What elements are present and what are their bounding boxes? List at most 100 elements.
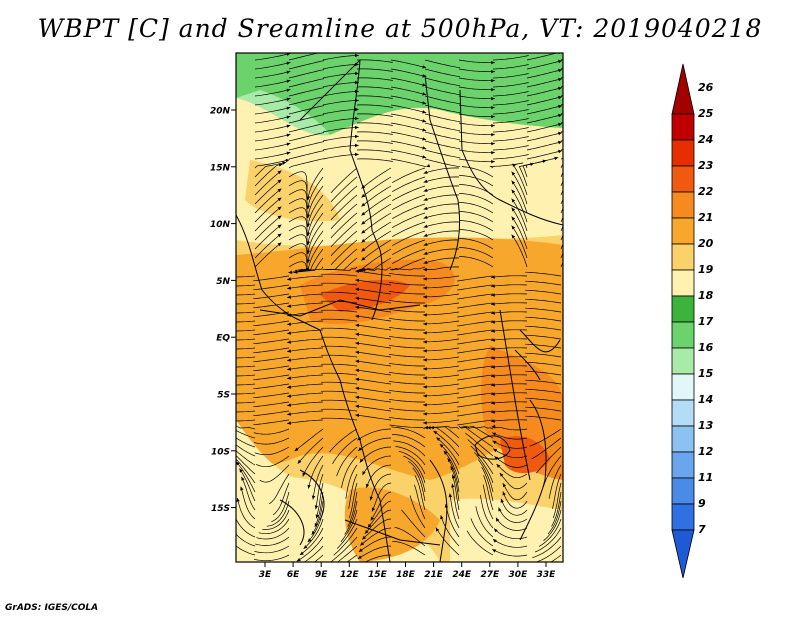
streamline: [423, 374, 460, 379]
streamline: [478, 459, 494, 493]
streamline: [457, 311, 494, 318]
streamline: [502, 483, 528, 501]
streamline: [423, 239, 460, 246]
streamline-arrow: [370, 516, 375, 521]
streamline: [463, 425, 494, 448]
streamline: [361, 248, 392, 270]
lon-tick-label: 27E: [480, 570, 500, 580]
streamline: [236, 545, 256, 556]
streamline: [337, 545, 358, 562]
streamline: [560, 113, 563, 115]
streamline-arrow: [436, 437, 441, 441]
streamline: [389, 424, 426, 430]
streamline: [355, 288, 392, 295]
streamline: [525, 334, 562, 340]
streamline-arrow: [423, 188, 428, 192]
streamline: [288, 60, 325, 70]
streamline-arrow: [355, 377, 360, 382]
streamline-arrow: [306, 214, 310, 219]
streamline: [366, 464, 392, 489]
streamline-arrow: [491, 275, 495, 279]
streamline: [511, 189, 528, 223]
streamline: [525, 352, 562, 358]
streamline: [390, 86, 427, 96]
streamline: [560, 86, 563, 88]
streamline: [491, 392, 528, 395]
streamline-arrow: [423, 197, 428, 201]
streamline-arrow: [355, 386, 360, 391]
streamline: [560, 140, 563, 142]
streamline: [466, 530, 494, 556]
streamline: [389, 345, 425, 349]
streamline: [288, 171, 308, 192]
streamline: [457, 356, 494, 363]
streamline: [269, 473, 290, 505]
streamline: [254, 71, 291, 79]
colorbar-segment: [671, 243, 695, 271]
streamline: [492, 548, 528, 557]
streamline-arrow: [227, 443, 231, 447]
streamline-arrow: [303, 545, 308, 549]
streamline: [288, 180, 308, 201]
streamline: [356, 68, 393, 72]
streamline: [392, 221, 426, 238]
lat-tick-label: 15S: [211, 504, 230, 514]
streamline: [458, 122, 495, 127]
streamline: [288, 266, 324, 274]
streamline: [364, 509, 392, 535]
streamline-arrow: [359, 268, 363, 272]
streamline-arrow: [511, 234, 516, 239]
streamline: [294, 428, 324, 452]
streamline: [525, 307, 562, 313]
streamline-arrow: [369, 496, 373, 501]
streamline-arrow: [355, 332, 360, 337]
streamline: [288, 105, 325, 115]
streamline-arrow: [232, 511, 235, 515]
streamline-arrow: [422, 92, 427, 96]
streamline-arrow: [423, 251, 428, 255]
streamline-arrow: [496, 464, 501, 468]
streamline-arrow: [355, 125, 359, 130]
streamline: [389, 336, 425, 340]
streamline-arrow: [306, 232, 310, 237]
colorbar-segment: [671, 139, 695, 167]
streamline-arrow: [498, 507, 502, 512]
streamline-arrow: [423, 421, 427, 425]
streamline: [492, 154, 529, 160]
streamline-arrow: [491, 338, 495, 342]
streamline-arrow: [422, 155, 427, 159]
streamline: [236, 450, 256, 466]
streamline-arrow: [219, 320, 223, 323]
streamline: [307, 230, 324, 264]
streamline: [321, 309, 358, 313]
streamline-arrow: [286, 70, 291, 74]
streamline: [389, 273, 425, 277]
streamline: [287, 383, 324, 388]
streamline: [389, 417, 425, 421]
streamline: [531, 437, 562, 460]
streamline: [288, 243, 308, 264]
streamline: [356, 95, 393, 99]
streamline-arrow: [219, 356, 223, 359]
shade-orange-south: [344, 487, 440, 562]
streamline-arrow: [314, 522, 318, 527]
streamline: [482, 484, 494, 520]
streamline-arrow: [355, 413, 360, 418]
streamline: [266, 500, 290, 527]
streamline: [525, 325, 562, 331]
streamline: [356, 149, 393, 153]
lon-tick-label: 12E: [340, 570, 360, 580]
streamline: [355, 414, 392, 421]
streamline: [529, 428, 562, 447]
streamline-arrow: [236, 461, 240, 466]
streamline-arrow: [361, 220, 366, 225]
streamline: [458, 77, 495, 82]
streamline: [253, 320, 290, 327]
streamline: [296, 536, 324, 562]
streamline: [236, 444, 256, 457]
streamline: [288, 69, 325, 79]
streamline: [423, 383, 460, 388]
streamline: [392, 239, 426, 256]
shade-red-core: [320, 279, 410, 312]
streamline-arrow: [355, 323, 360, 328]
